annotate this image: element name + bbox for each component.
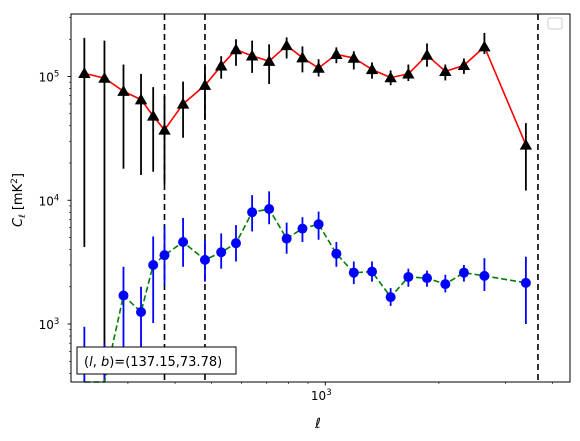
x-tick-label: 103 [311,388,332,403]
circle-marker [348,267,359,278]
circle-marker [458,267,469,278]
triangle-marker [198,79,212,90]
circle-marker [264,204,275,215]
triangle-marker [117,85,130,96]
triangle-marker [478,40,491,52]
triangle-marker [280,39,293,51]
triangle-marker [519,138,533,150]
circle-marker [479,270,490,281]
triangle-marker [262,54,276,66]
circle-marker [178,237,189,248]
circle-marker [520,277,531,288]
triangle-marker [146,109,160,121]
triangle-marker [245,49,259,61]
circle-marker [118,290,129,301]
legend-box [547,17,563,30]
y-tick-label: 104 [39,193,60,208]
y-tick-label: 103 [39,317,60,332]
circle-marker [422,273,433,284]
triangle-marker [78,67,91,79]
triangle-marker [347,51,360,63]
svg-text:(l, b)=(137.15,73.78): (l, b)=(137.15,73.78) [84,355,222,370]
circle-marker [313,219,324,230]
triangle-marker [215,59,228,71]
triangle-marker [296,51,309,63]
triangle-marker [176,97,190,109]
x-axis-ticks: 103 [127,382,553,403]
triangle-marker [457,59,471,71]
triangle-marker [365,63,379,75]
triangle-marker [229,43,243,55]
circle-marker [281,233,292,244]
circle-marker [403,271,414,282]
plot-area [71,14,570,382]
triangle-marker [312,61,325,73]
y-axis-ticks: 103 104 105 [39,17,71,374]
circle-marker [136,307,147,318]
triangle-marker [330,48,343,60]
y-axis-label: Cℓ[mK2] [10,173,28,227]
triangle-marker [402,67,415,79]
triangle-marker [439,65,452,77]
triangle-marker [384,71,397,83]
triangle-marker [158,123,171,135]
circle-marker [297,223,308,234]
y-tick-label: 105 [39,70,60,85]
x-axis-label: ℓ [314,416,321,432]
circle-marker [199,254,210,265]
circle-marker [148,259,159,270]
coordinate-annotation: (l, b)=(137.15,73.78) [76,346,237,375]
circle-marker [331,248,342,259]
circle-marker [216,247,227,258]
circle-marker [385,292,396,303]
circle-marker [159,250,170,261]
circle-marker [367,266,378,277]
triangle-marker [420,48,434,60]
triangle-marker [134,93,148,105]
plot-frame [70,13,571,383]
circle-marker [440,279,451,290]
circle-marker [230,238,241,249]
triangle-marker [98,71,111,83]
circle-marker [247,207,258,218]
data-markers [78,39,533,318]
